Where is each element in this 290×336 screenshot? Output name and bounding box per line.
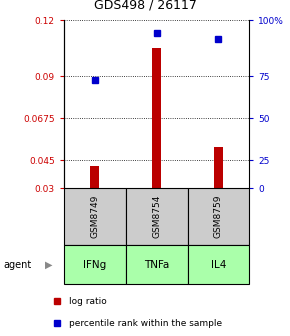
Bar xyxy=(188,188,249,245)
Text: IFNg: IFNg xyxy=(83,260,106,269)
Text: GDS498 / 26117: GDS498 / 26117 xyxy=(94,0,196,12)
Bar xyxy=(152,48,161,188)
Text: agent: agent xyxy=(3,260,31,269)
Text: TNFa: TNFa xyxy=(144,260,169,269)
Text: GSM8754: GSM8754 xyxy=(152,195,161,239)
Bar xyxy=(126,188,188,245)
Text: log ratio: log ratio xyxy=(69,297,107,306)
Text: ▶: ▶ xyxy=(45,260,52,269)
Text: GSM8759: GSM8759 xyxy=(214,195,223,239)
Bar xyxy=(90,166,99,188)
Text: IL4: IL4 xyxy=(211,260,226,269)
Bar xyxy=(188,245,249,284)
Text: percentile rank within the sample: percentile rank within the sample xyxy=(69,319,222,328)
Bar xyxy=(126,245,188,284)
Bar xyxy=(64,188,126,245)
Bar xyxy=(214,147,223,188)
Text: GSM8749: GSM8749 xyxy=(90,195,99,239)
Bar xyxy=(64,245,126,284)
